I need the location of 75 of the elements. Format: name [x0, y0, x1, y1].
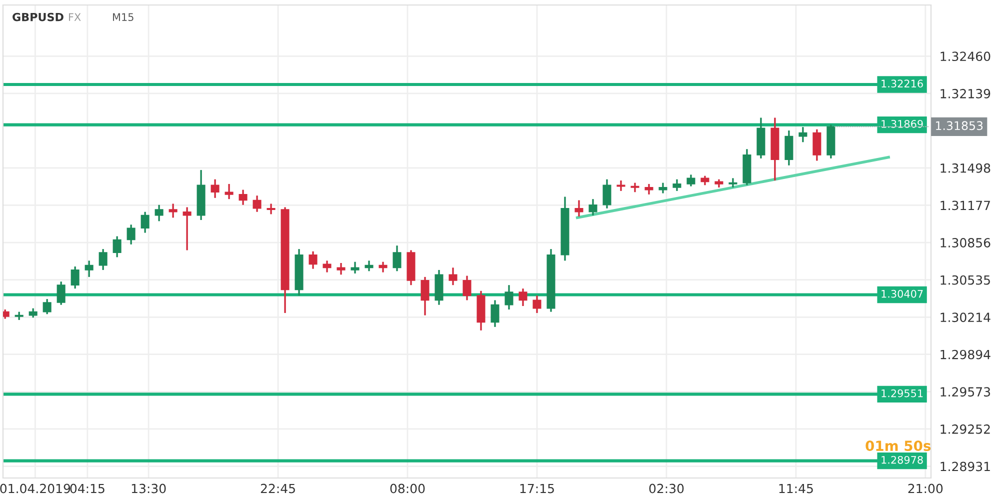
ref-line-label: 1.29551 — [882, 389, 923, 398]
x-tick-label: 04:15 — [70, 484, 104, 494]
candlestick — [28, 307, 38, 318]
candlestick — [42, 298, 52, 315]
candlestick — [602, 178, 612, 210]
candlestick — [784, 130, 794, 166]
candlestick — [336, 262, 346, 276]
x-tick-label: 13:30 — [132, 484, 166, 494]
y-tick-label: 1.31498 — [940, 163, 990, 173]
y-tick-label: 1.29252 — [940, 424, 990, 434]
x-tick-label: 22:45 — [260, 484, 295, 494]
candlestick — [154, 204, 164, 222]
candlestick — [70, 266, 80, 290]
y-tick-label: 1.30856 — [940, 238, 990, 248]
candlestick — [658, 182, 668, 194]
x-tick-label: 01.04.2019 — [0, 484, 70, 494]
text: GBPUSD — [12, 12, 64, 22]
candlestick — [224, 183, 234, 200]
ref-line-label: 1.32216 — [882, 80, 923, 88]
ref-line-label: 1.28978 — [882, 456, 923, 464]
x-tick-label: 11:45 — [779, 484, 813, 494]
ref-line-label: 1.31869 — [882, 120, 923, 128]
candlestick — [98, 248, 108, 271]
candlestick — [700, 175, 710, 186]
y-tick-label: 1.30535 — [940, 275, 990, 285]
candlestick — [420, 276, 430, 316]
candlestick — [364, 260, 374, 272]
candlestick — [504, 284, 514, 310]
y-tick-label: 1.32139 — [940, 88, 990, 98]
candlestick — [616, 180, 626, 192]
y-tick-label: 1.29894 — [940, 350, 990, 360]
candlestick — [112, 235, 122, 258]
candlestick — [812, 128, 822, 162]
candlestick — [238, 188, 248, 206]
ref-line-label: 1.30407 — [882, 290, 923, 298]
y-tick-label: 1.29573 — [940, 387, 990, 397]
candlestick — [672, 178, 682, 192]
candlestick — [728, 177, 738, 188]
candlestick — [350, 261, 360, 274]
candlestick — [630, 182, 640, 193]
candlestick — [798, 126, 808, 143]
y-tick-label: 1.32460 — [940, 52, 990, 62]
candlestick — [644, 183, 654, 196]
candlestick — [210, 178, 220, 199]
candlestick — [532, 294, 542, 314]
x-tick-label: 02:30 — [649, 484, 684, 494]
annotation: 1.31853 — [936, 121, 983, 130]
candlestick — [378, 261, 388, 274]
candlestick — [266, 202, 276, 216]
x-tick-label: 21:00 — [908, 484, 943, 494]
annotation: M15 — [113, 13, 134, 22]
candlestick — [182, 206, 192, 252]
candlestick — [588, 198, 598, 216]
candlestick — [168, 202, 178, 219]
y-tick-label: 1.31177 — [940, 200, 990, 210]
x-tick-label: 17:15 — [520, 484, 554, 494]
annotation: FX — [69, 13, 81, 21]
candlestick — [574, 199, 584, 218]
candlestick — [140, 211, 150, 234]
candlestick — [490, 299, 500, 328]
candlestick — [308, 250, 318, 270]
annotation: 01m 50s — [866, 440, 931, 452]
candlestick — [322, 260, 332, 274]
candlestick — [84, 260, 94, 278]
y-tick-label: 1.28931 — [940, 462, 990, 472]
candlestick — [518, 288, 528, 307]
y-tick-label: 1.30214 — [940, 312, 990, 322]
candlestick — [252, 194, 262, 213]
candlestick — [448, 266, 458, 286]
candlestick — [56, 280, 66, 306]
candlestick — [462, 274, 472, 302]
candlestick — [392, 244, 402, 272]
candlestick — [686, 174, 696, 188]
candlestick — [126, 224, 136, 246]
x-tick-label: 08:00 — [390, 484, 425, 494]
